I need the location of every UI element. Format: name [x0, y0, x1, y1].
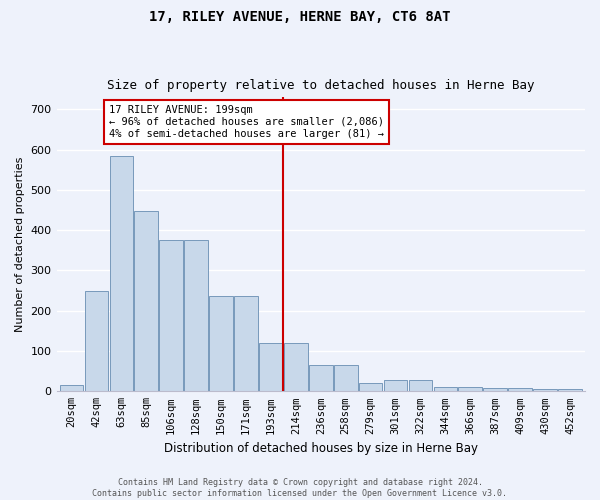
Bar	[110, 156, 133, 392]
Bar	[85, 292, 108, 392]
Bar	[309, 365, 332, 392]
Bar	[259, 343, 283, 392]
Bar	[484, 388, 507, 392]
Bar	[409, 380, 433, 392]
Bar	[284, 343, 308, 392]
Bar	[234, 296, 258, 392]
Bar	[533, 390, 557, 392]
Bar	[558, 390, 582, 392]
Bar	[508, 388, 532, 392]
Bar	[458, 388, 482, 392]
Text: 17 RILEY AVENUE: 199sqm
← 96% of detached houses are smaller (2,086)
4% of semi-: 17 RILEY AVENUE: 199sqm ← 96% of detache…	[109, 106, 384, 138]
Bar	[59, 386, 83, 392]
Bar	[384, 380, 407, 392]
Text: Contains HM Land Registry data © Crown copyright and database right 2024.
Contai: Contains HM Land Registry data © Crown c…	[92, 478, 508, 498]
Bar	[334, 365, 358, 392]
Title: Size of property relative to detached houses in Herne Bay: Size of property relative to detached ho…	[107, 79, 535, 92]
Bar	[184, 240, 208, 392]
Bar	[160, 240, 183, 392]
Y-axis label: Number of detached properties: Number of detached properties	[15, 156, 25, 332]
Bar	[434, 388, 457, 392]
X-axis label: Distribution of detached houses by size in Herne Bay: Distribution of detached houses by size …	[164, 442, 478, 455]
Bar	[359, 384, 382, 392]
Bar	[209, 296, 233, 392]
Text: 17, RILEY AVENUE, HERNE BAY, CT6 8AT: 17, RILEY AVENUE, HERNE BAY, CT6 8AT	[149, 10, 451, 24]
Bar	[134, 212, 158, 392]
